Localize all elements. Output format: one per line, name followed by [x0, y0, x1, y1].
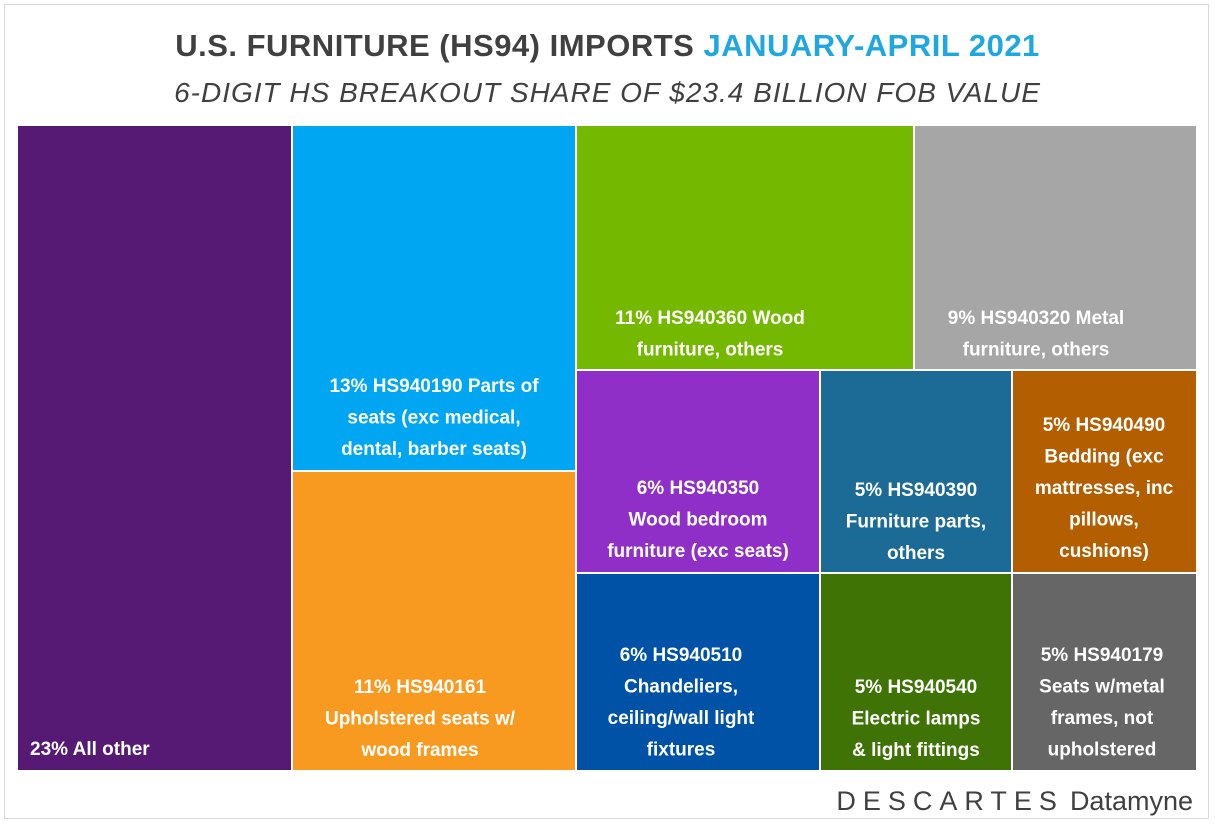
treemap-cell: 5% HS940490 Bedding (exc mattresses, inc pi…	[1011, 369, 1198, 574]
treemap-cell-label-line: dental, barber seats)	[341, 439, 527, 460]
treemap-cell-label-line: 11% HS940161	[354, 677, 486, 698]
treemap-cell-rect	[913, 124, 1198, 371]
treemap-cell-label-line: & light fittings	[852, 740, 980, 761]
treemap-cell-label-line: 23% All other	[30, 739, 150, 760]
treemap-cell-label-line: 5% HS940179	[1041, 645, 1164, 666]
treemap-cell: 11% HS940161 Upholstered seats w/wood fra…	[291, 470, 577, 772]
treemap-cell-rect	[819, 369, 1013, 574]
treemap-cell-label-line: furniture, others	[637, 340, 784, 361]
treemap-cell-label-line: 13% HS940190 Parts of	[329, 376, 539, 397]
treemap-cell-label-line: cushions)	[1059, 541, 1149, 562]
treemap-cell-label: 5% HS940390 Furniture parts, others	[846, 480, 986, 564]
chart-title-main: U.S. FURNITURE (HS94) IMPORTS	[175, 28, 695, 63]
treemap-cell-label-line: 6% HS940510	[620, 645, 743, 666]
treemap-cell-label-line: others	[887, 543, 945, 564]
treemap-cell: 23% All other	[16, 124, 293, 772]
treemap-cell-label: 5% HS940179 Seats w/metal frames, not uphol…	[1039, 645, 1165, 761]
treemap-cell-label: 23% All other	[30, 739, 150, 760]
treemap-cell-rect	[819, 572, 1013, 772]
treemap-cell-rect	[575, 124, 915, 371]
treemap-cell-label-line: seats (exc medical,	[347, 408, 520, 429]
treemap-cell-label-line: Furniture parts,	[846, 512, 986, 533]
treemap-cell-rect	[291, 470, 577, 772]
treemap-cell-rect	[575, 572, 821, 772]
treemap-cell: 5% HS940390 Furniture parts, others	[819, 369, 1013, 574]
treemap-cell-label-line: 6% HS940350	[637, 478, 760, 499]
treemap-cell-label-line: pillows,	[1069, 510, 1139, 531]
treemap-cell: 6% HS940350 Wood bedroom furniture (exc se…	[575, 369, 821, 574]
treemap-cell: 5% HS940540 Electric lamps & light fitting…	[819, 572, 1013, 772]
treemap-cell-label-line: fixtures	[647, 740, 716, 761]
treemap-cell-label-line: 11% HS940360 Wood	[615, 308, 805, 329]
treemap-cell-rect	[16, 124, 293, 772]
treemap-cell-label: 6% HS940350 Wood bedroom furniture (exc se…	[607, 478, 789, 562]
treemap-cell-label: 5% HS940540 Electric lamps & light fitting…	[852, 677, 981, 761]
treemap-cell: 9% HS940320 Metal furniture, others	[913, 124, 1198, 371]
treemap-cell-label: 9% HS940320 Metal furniture, others	[948, 308, 1124, 361]
treemap-cell-rect	[575, 369, 821, 574]
treemap-cell-rect	[1011, 369, 1198, 574]
treemap-cell: 5% HS940179 Seats w/metal frames, not uphol…	[1011, 572, 1198, 772]
treemap-cell-label-line: furniture (exc seats)	[607, 541, 789, 562]
treemap-cell-label: 5% HS940490 Bedding (exc mattresses, inc pi…	[1035, 415, 1174, 562]
treemap-cell-label-line: Wood bedroom	[629, 510, 768, 531]
treemap-cell-label: 13% HS940190 Parts of seats (exc medical,…	[329, 376, 539, 460]
treemap-cell-label-line: wood frames	[360, 740, 478, 761]
treemap-cell-label-line: furniture, others	[963, 340, 1110, 361]
treemap-cell-label: 11% HS940161 Upholstered seats w/wood fra…	[325, 677, 516, 761]
brand-logo: DESCARTES Datamyne	[836, 786, 1193, 817]
treemap-cell-label-line: upholstered	[1048, 740, 1157, 761]
treemap-cell-rect	[1011, 572, 1198, 772]
treemap-cell-label-line: Bedding (exc	[1044, 447, 1164, 468]
treemap-cell-label: 6% HS940510 Chandeliers, ceiling/wall ligh…	[608, 645, 755, 761]
treemap-cell-label-line: Seats w/metal	[1039, 677, 1165, 698]
treemap-cell-label-line: 5% HS940390	[855, 480, 978, 501]
treemap-cell-label: 11% HS940360 Wood furniture, others	[615, 308, 805, 361]
treemap-cell-label-line: mattresses, inc	[1035, 478, 1174, 499]
treemap-cell-label-line: frames, not	[1051, 708, 1154, 729]
chart-title: U.S. FURNITURE (HS94) IMPORTS JANUARY-AP…	[0, 28, 1215, 64]
chart-frame	[4, 4, 1209, 819]
treemap-cell: 11% HS940360 Wood furniture, others	[575, 124, 915, 371]
treemap-cell-label-line: 9% HS940320 Metal	[948, 308, 1124, 329]
treemap-cell-label-line: 5% HS940540	[855, 677, 978, 698]
treemap-cell-label-line: Chandeliers,	[624, 677, 738, 698]
chart-title-period: JANUARY-APRIL 2021	[703, 28, 1040, 63]
chart-subtitle: 6-DIGIT HS BREAKOUT SHARE OF $23.4 BILLI…	[174, 77, 1041, 108]
treemap-cell-label-line: 5% HS940490	[1043, 415, 1166, 436]
treemap-cell-label-line: Upholstered seats w/	[325, 709, 516, 730]
brand-prefix: DESCARTES	[836, 786, 1064, 816]
brand-suffix: Datamyne	[1069, 786, 1193, 816]
treemap-cell-label-line: ceiling/wall light	[608, 708, 755, 729]
treemap-cell: 6% HS940510 Chandeliers, ceiling/wall ligh…	[575, 572, 821, 772]
treemap-cell: 13% HS940190 Parts of seats (exc medical,…	[291, 124, 577, 472]
treemap-cell-label-line: Electric lamps	[852, 709, 981, 730]
